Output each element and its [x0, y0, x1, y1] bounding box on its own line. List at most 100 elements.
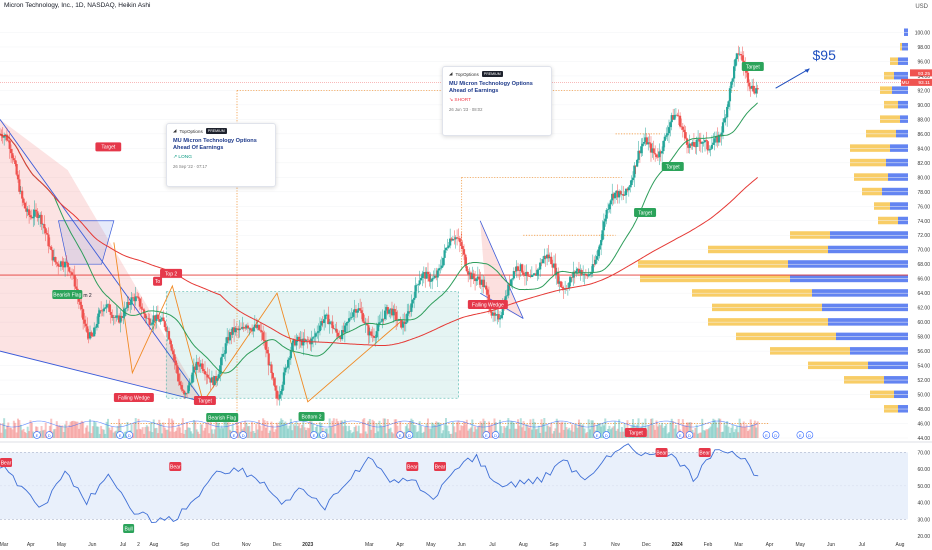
volume-bar: [500, 426, 503, 438]
candle-body: [235, 328, 238, 329]
price-axis-label: 48.00: [917, 407, 930, 413]
price-axis-label: 54.00: [917, 364, 930, 370]
volume-bar: [330, 427, 333, 438]
volume-bar: [237, 425, 240, 438]
volume-bar: [167, 418, 170, 438]
candle-body: [476, 276, 479, 279]
candle-body: [44, 228, 47, 234]
event-marker[interactable]: [116, 431, 124, 439]
volume-bar: [73, 421, 76, 438]
event-marker[interactable]: [239, 431, 247, 439]
candle-body: [292, 339, 295, 343]
candle-body: [547, 254, 550, 259]
volume-bar: [372, 421, 375, 438]
target-label-bg: [193, 396, 216, 405]
candle-body: [4, 134, 7, 136]
candle-body: [656, 156, 660, 158]
rsi-bear-label-bg: [655, 448, 668, 457]
event-marker[interactable]: [482, 431, 491, 439]
candle-body: [291, 342, 294, 351]
volume-bar: [317, 432, 320, 438]
candle-body: [173, 354, 176, 361]
candle-body: [433, 275, 437, 278]
candle-body: [221, 354, 225, 357]
candle-body: [83, 319, 86, 324]
idea-title[interactable]: MU Micron Technology Options Ahead of Ea…: [449, 81, 533, 94]
volume-bar: [336, 421, 339, 438]
volume-bar: [724, 425, 727, 438]
event-marker[interactable]: [676, 431, 684, 439]
volume-bar: [309, 418, 312, 438]
volume-bar: [535, 429, 538, 438]
event-marker[interactable]: [230, 431, 238, 439]
event-marker[interactable]: [685, 431, 694, 439]
candle-body: [196, 361, 200, 365]
volume-bar: [731, 424, 734, 438]
event-marker[interactable]: [771, 431, 780, 439]
volume-bar: [532, 418, 535, 438]
event-marker[interactable]: [762, 431, 771, 439]
candle-body: [88, 332, 92, 339]
volume-bar: [112, 432, 115, 438]
event-marker[interactable]: [805, 431, 814, 439]
volume-bar: [677, 418, 680, 438]
candle-body: [537, 269, 540, 271]
candle-body: [54, 257, 57, 263]
candle-body: [612, 193, 615, 199]
candle-body: [21, 190, 24, 199]
volume-bar: [690, 422, 693, 438]
event-marker[interactable]: [593, 431, 601, 439]
candle-body: [451, 238, 455, 241]
candle-body: [274, 385, 277, 391]
idea-title[interactable]: MU Micron Technology Options Ahead Of Ea…: [173, 138, 257, 151]
candle-body: [669, 122, 672, 128]
candle-body: [730, 81, 733, 89]
time-axis-label: Sep: [550, 542, 559, 548]
volume-bar: [435, 421, 438, 438]
volume-bar: [252, 430, 255, 438]
event-marker[interactable]: [45, 431, 53, 439]
volume-bar: [454, 432, 457, 438]
candle-body: [709, 148, 712, 150]
event-marker[interactable]: [310, 431, 318, 439]
candle-body: [323, 319, 326, 324]
candle-body: [350, 316, 353, 318]
event-marker[interactable]: [602, 431, 611, 439]
candle-body: [714, 136, 718, 139]
time-axis-label: Jun: [458, 542, 466, 548]
candle-body: [593, 264, 596, 265]
candle-body: [187, 385, 190, 394]
event-marker[interactable]: [125, 431, 133, 439]
candle-body: [127, 302, 130, 305]
rsi-bear-label-bg: [169, 462, 182, 471]
event-marker[interactable]: [33, 431, 41, 439]
volume-bar: [475, 429, 478, 438]
volume-bar: [659, 425, 662, 438]
volume-bar: [378, 420, 381, 438]
idea-card-long[interactable]: ◢ TopOptions PREMIUM MU Micron Technolog…: [166, 123, 276, 187]
volume-bar: [289, 418, 292, 438]
volume-bar: [735, 425, 738, 438]
candle-body: [640, 146, 643, 154]
volume-bar: [413, 425, 416, 438]
event-marker[interactable]: [796, 431, 804, 439]
event-marker[interactable]: [396, 431, 404, 439]
volume-bar: [396, 425, 399, 438]
candle-body: [667, 127, 671, 134]
event-marker[interactable]: [491, 431, 500, 439]
candle-body: [454, 237, 457, 240]
idea-card-short[interactable]: ◢ TopOptions PREMIUM MU Micron Technolog…: [442, 66, 552, 136]
volume-bar: [577, 419, 580, 438]
event-marker[interactable]: [405, 431, 414, 439]
event-marker[interactable]: [319, 431, 327, 439]
time-axis-label: Aug: [896, 542, 905, 548]
volume-bar: [667, 432, 670, 438]
volume-bar: [17, 418, 20, 438]
volume-bar: [559, 422, 562, 438]
candle-body: [263, 339, 266, 342]
candle-body: [108, 304, 111, 312]
volume-bar: [733, 432, 736, 438]
volume-bar: [367, 421, 370, 438]
volume-bar: [147, 426, 150, 438]
